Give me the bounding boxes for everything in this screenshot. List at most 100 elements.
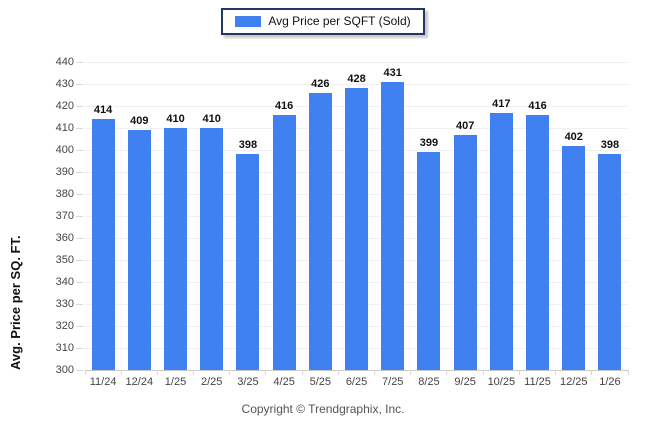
bar (236, 154, 260, 370)
bar-group: 414 (85, 62, 121, 370)
y-tick-mark (76, 216, 83, 217)
y-tick-label: 320 (55, 320, 74, 332)
y-tick-mark (76, 326, 83, 327)
bar-group: 402 (556, 62, 592, 370)
bar (526, 114, 550, 370)
y-tick-label: 300 (55, 364, 74, 376)
x-tick-label: 8/25 (418, 376, 440, 388)
copyright-text: Copyright © Trendgraphix, Inc. (241, 402, 405, 416)
bar (417, 152, 441, 370)
bar-value-label: 410 (202, 113, 221, 125)
bar (453, 134, 477, 370)
y-tick-label: 440 (55, 56, 74, 68)
legend: Avg Price per SQFT (Sold) (0, 8, 646, 35)
y-tick-label: 340 (55, 276, 74, 288)
bar-group: 398 (230, 62, 266, 370)
bar-group: 398 (592, 62, 628, 370)
bar-group: 417 (483, 62, 519, 370)
x-tick-mark (84, 370, 86, 375)
bar (308, 92, 332, 370)
bar-value-label: 409 (130, 115, 149, 128)
legend-label: Avg Price per SQFT (Sold) (268, 14, 411, 28)
bar-group: 410 (157, 62, 193, 370)
x-tick-mark (229, 370, 231, 375)
y-tick-label: 310 (55, 342, 74, 354)
bar-group: 431 (375, 62, 411, 370)
bar (562, 145, 586, 370)
bar-value-label: 431 (383, 66, 402, 79)
bar (345, 88, 369, 370)
y-tick-mark (76, 106, 83, 107)
y-tick-label: 360 (55, 232, 74, 244)
x-tick-label: 1/25 (164, 376, 187, 388)
bar (91, 119, 115, 370)
y-tick-label: 380 (55, 188, 74, 200)
bar-group: 416 (519, 62, 555, 370)
x-tick-mark (555, 370, 557, 375)
y-tick-label: 390 (55, 166, 74, 178)
y-tick-label: 400 (55, 144, 74, 156)
y-tick-mark (76, 370, 83, 371)
x-tick-label: 6/25 (345, 376, 368, 388)
bar-value-label: 402 (564, 130, 583, 143)
x-tick-label: 4/25 (273, 376, 295, 388)
y-tick-label: 410 (55, 122, 74, 134)
y-tick-mark (76, 282, 83, 283)
bar (381, 81, 405, 370)
bar-value-label: 399 (419, 137, 439, 150)
y-tick-mark (76, 150, 83, 151)
x-tick-label: 12/25 (559, 376, 588, 388)
bar-value-label: 398 (600, 139, 620, 152)
y-tick-mark (76, 84, 83, 85)
y-tick-mark (76, 260, 83, 261)
gridline (85, 62, 628, 63)
x-tick-mark (627, 370, 629, 375)
x-axis-labels: 11/24 12/24 1/25 2/25 3/25 4/25 5/25 6/25 7/25 8/… (85, 376, 628, 388)
y-tick-mark (76, 172, 83, 173)
bar (164, 128, 187, 370)
legend-swatch-icon (235, 15, 262, 27)
x-tick-mark (193, 370, 195, 375)
x-tick-label: 1/26 (599, 376, 621, 388)
bar-group: 409 (121, 62, 157, 370)
bar-group: 399 (411, 62, 447, 370)
bar-group: 416 (266, 62, 302, 370)
bar-group: 407 (447, 62, 483, 370)
x-tick-label: 7/25 (382, 376, 404, 388)
x-tick-mark (337, 370, 339, 375)
x-tick-mark (301, 370, 303, 375)
bar (272, 114, 296, 370)
y-tick-mark (76, 304, 83, 305)
x-tick-mark (156, 370, 158, 375)
bar-value-label: 416 (274, 99, 294, 112)
x-tick-mark (482, 370, 484, 375)
x-tick-label: 10/25 (487, 376, 516, 388)
bar-value-label: 407 (455, 119, 475, 132)
bar-series: 414 409 410 410 398 416 426 428 431 399 407 417 416 4… (85, 62, 628, 370)
x-tick-label: 9/25 (454, 376, 476, 388)
y-tick-mark (76, 348, 83, 349)
bar (489, 112, 513, 370)
bar (127, 130, 151, 370)
x-tick-mark (265, 370, 267, 375)
x-tick-label: 11/25 (524, 376, 551, 388)
x-tick-label: 3/25 (237, 376, 259, 388)
bar-group: 426 (302, 62, 338, 370)
y-axis-title: Avg. Price per SQ. FT. (8, 235, 23, 370)
y-tick-mark (76, 194, 83, 195)
bar-group: 410 (194, 62, 230, 370)
x-tick-label: 5/25 (309, 376, 332, 388)
x-tick-mark (120, 370, 122, 375)
bar-value-label: 416 (528, 99, 547, 112)
bar (598, 154, 622, 370)
bar-value-label: 426 (311, 77, 330, 90)
bar-value-label: 417 (492, 97, 511, 110)
y-tick-mark (76, 238, 83, 239)
x-tick-mark (374, 370, 376, 375)
bar (200, 128, 224, 370)
x-tick-mark (410, 370, 412, 375)
y-tick-label: 370 (55, 210, 74, 222)
bar-group: 428 (338, 62, 374, 370)
bar-value-label: 398 (238, 139, 258, 152)
